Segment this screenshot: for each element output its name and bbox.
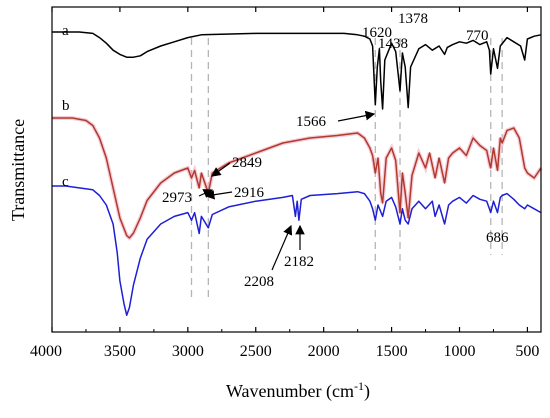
series-b-halo bbox=[52, 116, 543, 241]
annotation-arrow-1566 bbox=[337, 110, 376, 122]
annotation-2182: 2182 bbox=[284, 254, 314, 270]
annotation-arrow-2208 bbox=[271, 224, 293, 271]
plot-frame bbox=[51, 6, 542, 333]
x-axis-title: Wavenumber (cm-1) bbox=[226, 379, 370, 402]
series-label-c: c bbox=[62, 174, 69, 190]
annotation-686: 686 bbox=[486, 230, 509, 246]
annotation-1438: 1438 bbox=[378, 36, 408, 52]
series-label-a: a bbox=[62, 23, 69, 39]
x-tick-label: 3000 bbox=[172, 343, 204, 360]
x-tick-label: 4000 bbox=[30, 343, 62, 360]
annotation-2208: 2208 bbox=[244, 274, 274, 290]
x-tick-label: 1500 bbox=[376, 343, 408, 360]
x-tick-label: 2000 bbox=[308, 343, 340, 360]
annotation-1620: 1620 bbox=[362, 25, 392, 41]
x-tick-label: 3500 bbox=[104, 343, 136, 360]
annotation-2849: 2849 bbox=[232, 155, 262, 171]
annotation-2973: 2973 bbox=[162, 190, 192, 206]
annotation-arrow-2849 bbox=[211, 162, 231, 177]
series-line-c bbox=[52, 185, 542, 316]
x-tick-label: 2500 bbox=[240, 343, 272, 360]
annotation-arrow-2916 bbox=[204, 189, 233, 200]
y-axis-title: Transmittance bbox=[8, 119, 28, 221]
plot-area: a b c 1620 1378 1438 770 1566 2849 2973 2916 686 220… bbox=[8, 6, 543, 402]
annotation-1566: 1566 bbox=[296, 114, 327, 130]
series-line-a bbox=[52, 31, 542, 110]
annotation-770: 770 bbox=[466, 28, 489, 44]
x-tick-label: 500 bbox=[515, 343, 539, 360]
annotation-2916: 2916 bbox=[234, 185, 265, 201]
x-tick-label: 1000 bbox=[444, 343, 476, 360]
annotation-1378: 1378 bbox=[398, 11, 428, 27]
series-label-b: b bbox=[62, 98, 70, 114]
series-line-b bbox=[52, 117, 542, 239]
